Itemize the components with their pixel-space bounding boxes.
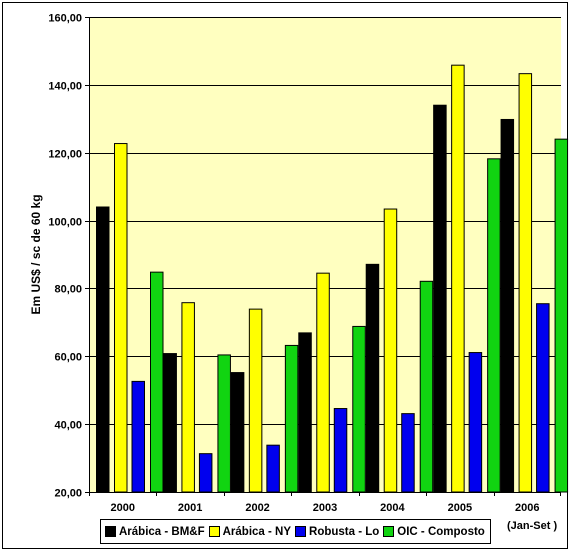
x-tick-label: 2003 — [313, 502, 337, 514]
bar — [536, 303, 550, 493]
bar — [298, 332, 312, 493]
y-tick-label: 60,00 — [54, 352, 82, 364]
legend-item: OIC - Composto — [383, 526, 485, 538]
bar — [316, 272, 330, 493]
bar — [500, 118, 515, 493]
bar — [468, 352, 483, 493]
bar — [131, 380, 145, 493]
y-tick-label: 140,00 — [48, 81, 82, 93]
bar — [150, 271, 164, 493]
bar — [451, 64, 465, 493]
bar — [383, 208, 398, 493]
legend-label: OIC - Composto — [397, 525, 485, 538]
y-tick-label: 100,00 — [48, 217, 82, 229]
y-tick-label: 20,00 — [54, 488, 82, 500]
bars — [96, 64, 569, 493]
bar — [554, 138, 569, 493]
bar — [96, 206, 110, 493]
x-tick-label: 2006 — [515, 502, 539, 514]
bar — [365, 263, 380, 493]
bar — [198, 453, 213, 493]
y-tick-label: 40,00 — [54, 420, 82, 432]
legend-swatch — [383, 526, 395, 537]
x-tick-labels: 2000 2001 2002 2003 2004 2005 2006 — [110, 502, 539, 514]
bar — [419, 280, 434, 493]
y-tick-label: 80,00 — [54, 284, 82, 296]
legend-swatch — [105, 526, 116, 537]
y-tick-label: 160,00 — [48, 13, 82, 25]
legend-label: Robusta - Lo — [309, 525, 380, 538]
y-tick-labels: 20,00 40,00 60,00 80,00 100,00 120,00 140,00 16… — [48, 13, 82, 500]
x-tick-label: 2004 — [380, 502, 405, 514]
legend-label: Arábica - BM&F — [119, 525, 205, 538]
legend-swatch — [208, 526, 220, 537]
x-tick-label: 2001 — [178, 502, 202, 514]
bar — [163, 353, 177, 493]
bar — [518, 73, 533, 493]
x-tick-label: 2000 — [110, 502, 134, 514]
legend-item: Arábica - BM&F — [105, 526, 205, 538]
bar — [401, 413, 415, 493]
bar — [114, 143, 128, 493]
bar — [433, 104, 447, 493]
bar — [217, 354, 231, 493]
bar — [352, 325, 366, 493]
bar — [284, 344, 299, 493]
legend-swatch — [295, 526, 307, 537]
bar — [333, 408, 348, 493]
legend: Arábica - BM&F Arábica - NY Robusta - Lo… — [100, 519, 491, 544]
x-tick-label: 2002 — [245, 502, 269, 514]
bar — [181, 302, 195, 493]
y-tick-label: 120,00 — [48, 149, 82, 161]
y-axis-label: Em US$ / sc de 60 kg — [29, 194, 43, 314]
legend-item: Arábica - NY — [208, 525, 292, 538]
legend-item: Robusta - Lo — [295, 526, 379, 538]
axes — [85, 17, 561, 496]
legend-label: Arábica - NY — [222, 525, 292, 538]
bar — [248, 308, 263, 493]
bar — [230, 372, 245, 493]
x-tick-label: 2005 — [448, 502, 472, 514]
category-note: (Jan-Set ) — [507, 520, 558, 532]
bar — [266, 444, 280, 493]
bar — [487, 158, 501, 493]
